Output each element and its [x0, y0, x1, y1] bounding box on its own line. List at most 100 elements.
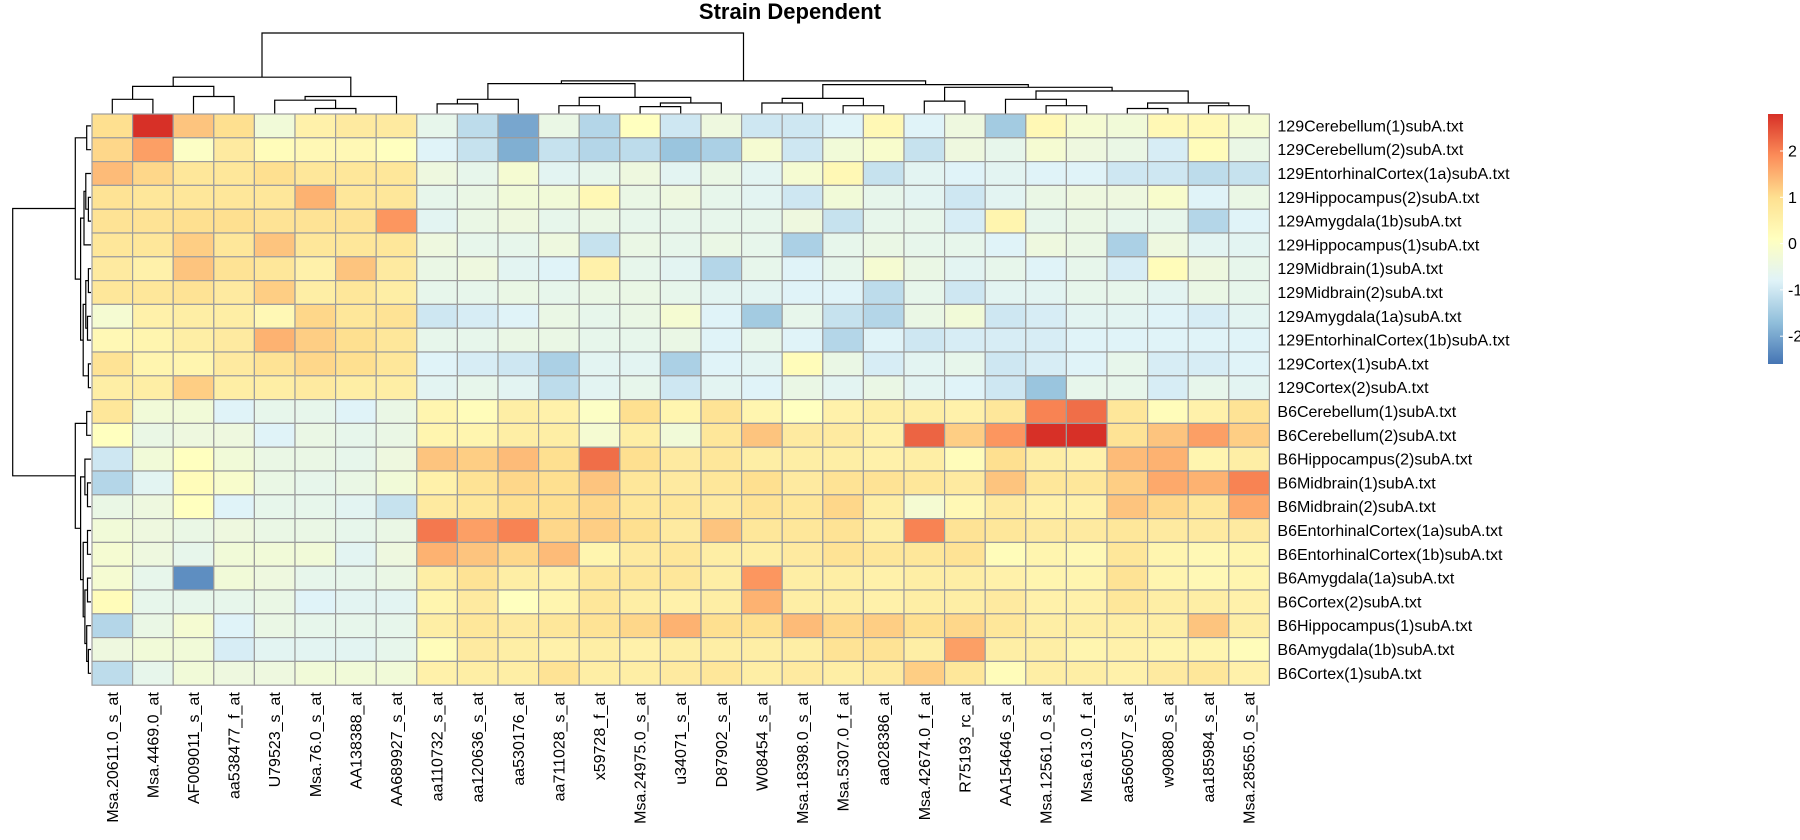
heatmap-cell: [1146, 589, 1189, 615]
heatmap-cell: [781, 184, 824, 210]
heatmap-cell: [700, 208, 743, 234]
heatmap-cell: [1146, 256, 1189, 282]
heatmap-cell: [659, 375, 702, 401]
heatmap-cell: [1106, 303, 1149, 329]
legend-tick-label: 1: [1788, 190, 1797, 207]
heatmap-cell: [1025, 446, 1068, 472]
heatmap-cell: [375, 660, 418, 686]
heatmap-cell: [416, 351, 458, 377]
heatmap-cell: [659, 303, 702, 329]
heatmap-cell: [1106, 422, 1149, 448]
heatmap-cell: [822, 494, 864, 520]
heatmap-cell: [1065, 375, 1108, 401]
heatmap-cell: [781, 303, 824, 329]
heatmap-cell: [862, 494, 905, 520]
heatmap-cell: [91, 303, 134, 329]
heatmap-cell: [132, 517, 174, 543]
row-label: B6Cerebellum(1)subA.txt: [1277, 404, 1456, 421]
heatmap-cell: [132, 208, 174, 234]
dendrogram-branch: [87, 196, 91, 222]
heatmap-cell: [213, 517, 256, 543]
heatmap-cell: [781, 541, 824, 567]
heatmap-cell: [1025, 327, 1068, 353]
dendrogram-branch: [86, 529, 91, 555]
heatmap-cell: [619, 541, 661, 567]
heatmap-cell: [375, 375, 418, 401]
dendrogram-branch: [558, 105, 601, 114]
heatmap-cell: [335, 660, 377, 686]
heatmap-cell: [335, 375, 377, 401]
heatmap-cell: [335, 517, 377, 543]
heatmap-cell: [984, 517, 1027, 543]
heatmap-cell: [740, 208, 783, 234]
heatmap-cell: [1146, 494, 1189, 520]
heatmap-cell: [253, 494, 296, 520]
dendrogram-branch: [659, 102, 722, 114]
heatmap-cell: [1025, 184, 1068, 210]
heatmap-cell: [1228, 470, 1271, 496]
heatmap-cell: [943, 613, 986, 639]
heatmap-cell: [537, 327, 580, 353]
dendrogram-branch: [1045, 105, 1088, 114]
heatmap-cell: [1065, 137, 1108, 163]
chart-title: Strain Dependent: [699, 0, 882, 24]
heatmap-cell: [862, 636, 905, 662]
dendrogram-branch: [86, 577, 91, 603]
column-label: W08454_s_at: [754, 692, 771, 791]
heatmap-cell: [253, 565, 296, 591]
row-label: 129Amygdala(1a)subA.txt: [1277, 309, 1462, 326]
column-label: aa538477_f_at: [227, 692, 244, 799]
heatmap-cell: [497, 541, 540, 567]
heatmap-cell: [903, 303, 946, 329]
heatmap-cell: [578, 541, 621, 567]
heatmap-cell: [497, 517, 540, 543]
heatmap-cell: [740, 351, 783, 377]
heatmap-cell: [1025, 494, 1068, 520]
heatmap-cell: [740, 613, 783, 639]
heatmap-cell: [659, 208, 702, 234]
heatmap-cell: [943, 422, 986, 448]
heatmap-cell: [335, 256, 377, 282]
heatmap-cell: [700, 636, 743, 662]
row-labels: 129Cerebellum(1)subA.txt 129Cerebellum(2)…: [1277, 118, 1510, 682]
heatmap-cell: [1065, 494, 1108, 520]
heatmap-cell: [335, 137, 377, 163]
row-label: 129EntorhinalCortex(1b)subA.txt: [1277, 333, 1510, 350]
heatmap-cell: [335, 636, 377, 662]
heatmap-cell: [132, 565, 174, 591]
heatmap-cell: [781, 517, 824, 543]
heatmap-cell: [456, 137, 499, 163]
dendrogram-branch: [261, 32, 745, 81]
heatmap-cell: [375, 232, 418, 258]
heatmap-cell: [619, 446, 661, 472]
heatmap-cell: [294, 494, 337, 520]
dendrogram-branch: [1207, 105, 1250, 114]
heatmap-cell: [213, 446, 256, 472]
heatmap-cell: [740, 565, 783, 591]
heatmap-cell: [91, 184, 134, 210]
heatmap-cell: [132, 541, 174, 567]
heatmap-cell: [822, 517, 864, 543]
heatmap-cell: [781, 232, 824, 258]
heatmap-cell: [537, 613, 580, 639]
heatmap-cell: [335, 327, 377, 353]
heatmap-cell: [253, 399, 296, 425]
heatmap-cell: [91, 446, 134, 472]
heatmap-cell: [416, 517, 458, 543]
heatmap-cell: [943, 327, 986, 353]
row-label: 129Cerebellum(2)subA.txt: [1277, 142, 1463, 159]
heatmap-cell: [1187, 517, 1230, 543]
heatmap-cell: [1025, 422, 1068, 448]
column-label: AA689927_s_at: [389, 692, 406, 806]
heatmap-cell: [497, 113, 540, 139]
heatmap-cell: [172, 184, 215, 210]
heatmap-cell: [1228, 565, 1271, 591]
heatmap-cell: [1106, 517, 1149, 543]
heatmap-cell: [456, 184, 499, 210]
heatmap-cell: [1025, 113, 1068, 139]
heatmap-cell: [1228, 660, 1271, 686]
column-label: U79523_s_at: [267, 692, 284, 788]
heatmap-cell: [903, 375, 946, 401]
heatmap-cell: [294, 517, 337, 543]
